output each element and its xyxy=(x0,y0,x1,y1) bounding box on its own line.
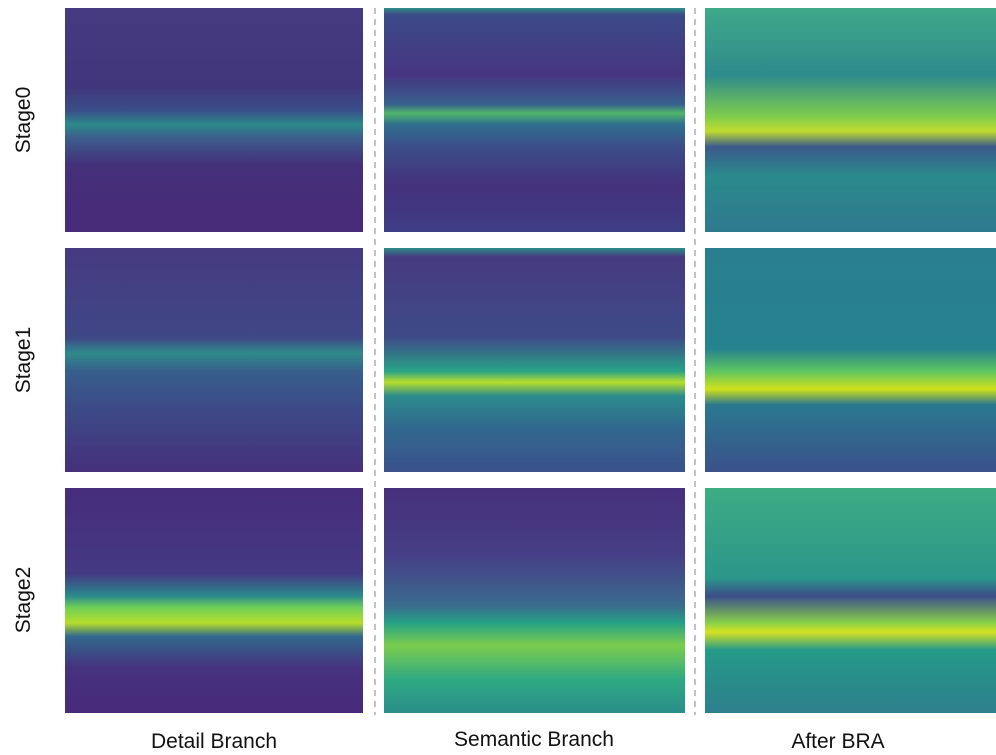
panels xyxy=(65,8,996,713)
feature-map xyxy=(705,248,996,472)
feature-map xyxy=(705,488,996,713)
feature-map xyxy=(384,488,685,713)
row-label: Stage2 xyxy=(12,567,35,634)
feature-map xyxy=(705,8,996,232)
feature-map xyxy=(384,248,685,472)
feature-map xyxy=(384,8,685,232)
column-label: Detail Branch xyxy=(151,730,277,753)
column-label: After BRA xyxy=(791,730,884,753)
feature-map xyxy=(65,488,363,713)
row-label: Stage0 xyxy=(12,87,35,154)
feature-map xyxy=(65,8,363,232)
column-label: Semantic Branch xyxy=(454,728,614,751)
row-label: Stage1 xyxy=(12,327,35,394)
feature-map xyxy=(65,248,363,472)
